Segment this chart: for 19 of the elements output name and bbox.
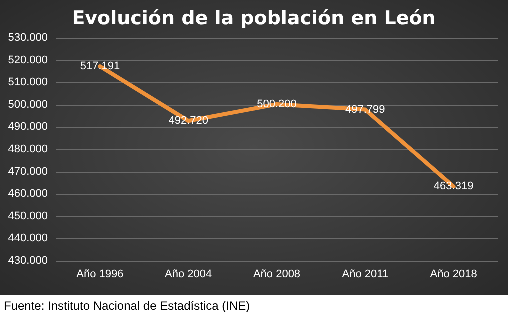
x-tick-label: Año 2018	[430, 268, 478, 280]
y-tick-label: 440.000	[8, 232, 48, 245]
y-tick-label: 490.000	[8, 121, 48, 134]
y-tick-label: 480.000	[8, 144, 48, 156]
chart-title: Evolución de la población en León	[72, 8, 436, 30]
x-tick-label: Año 2011	[342, 268, 389, 280]
y-tick-label: 510.000	[8, 76, 48, 89]
y-tick-label: 470.000	[8, 166, 48, 178]
y-tick-label: 530.000	[8, 32, 48, 44]
source-note: Fuente: Instituto Nacional de Estadística (INE)	[3, 298, 252, 315]
x-tick-label: Año 2008	[253, 268, 301, 280]
data-label: 463.319	[434, 180, 474, 193]
y-tick-label: 430.000	[8, 255, 48, 267]
x-tick-label: Año 1996	[76, 268, 124, 280]
y-tick-label: 450.000	[8, 210, 48, 222]
y-tick-label: 500.000	[8, 98, 48, 111]
y-tick-label: 460.000	[8, 188, 48, 200]
y-tick-label: 520.000	[8, 54, 48, 66]
x-tick-label: Año 2004	[165, 268, 212, 280]
